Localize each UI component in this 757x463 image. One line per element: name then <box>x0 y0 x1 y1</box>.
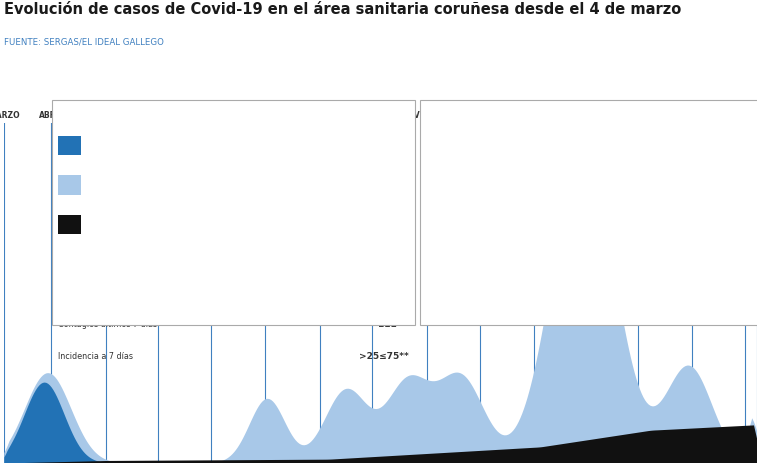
Text: 214**: 214** <box>381 260 409 269</box>
Text: * DATO ACUMULADO DESDE EL INICIO DE LA PANDEMIA: * DATO ACUMULADO DESDE EL INICIO DE LA P… <box>426 112 664 120</box>
Text: Incidencia a 7 días: Incidencia a 7 días <box>58 352 133 361</box>
Text: Casos activos: Casos activos <box>87 181 144 190</box>
Text: Fallecidos acumulados: Fallecidos acumulados <box>87 220 182 229</box>
Text: 26: 26 <box>263 142 276 152</box>
Text: 598: 598 <box>339 220 360 231</box>
Text: Incidencia a 14 días: Incidencia a 14 días <box>58 292 138 301</box>
Text: >50≤150**: >50≤150** <box>354 292 409 301</box>
Text: El 29 de abril, el Sergas cambió la comunicación de casos,
dando por recuperados: El 29 de abril, el Sergas cambió la comu… <box>426 137 637 197</box>
Text: Evolución de casos de Covid-19 en el área sanitaria coruñesa desde el 4 de marzo: Evolución de casos de Covid-19 en el áre… <box>4 2 681 17</box>
Text: FUENTE: SERGAS/EL IDEAL GALLEGO: FUENTE: SERGAS/EL IDEAL GALLEGO <box>4 38 164 47</box>
Text: Contagios últimos 14 días: Contagios últimos 14 días <box>58 260 162 269</box>
Text: >25≤75**: >25≤75** <box>359 352 409 361</box>
Text: 464: 464 <box>340 181 360 191</box>
Text: NUEVOS: NUEVOS <box>251 114 289 123</box>
Text: Altas acumuladas: Altas acumuladas <box>87 142 161 150</box>
Text: TOTAL: TOTAL <box>335 114 365 123</box>
Text: 0: 0 <box>266 220 273 231</box>
Text: +4: +4 <box>263 181 277 191</box>
Text: 111 **: 111 ** <box>378 320 409 329</box>
Text: Contagios últimos 7 días: Contagios últimos 7 días <box>58 320 157 329</box>
Text: 29.928: 29.928 <box>331 142 369 152</box>
